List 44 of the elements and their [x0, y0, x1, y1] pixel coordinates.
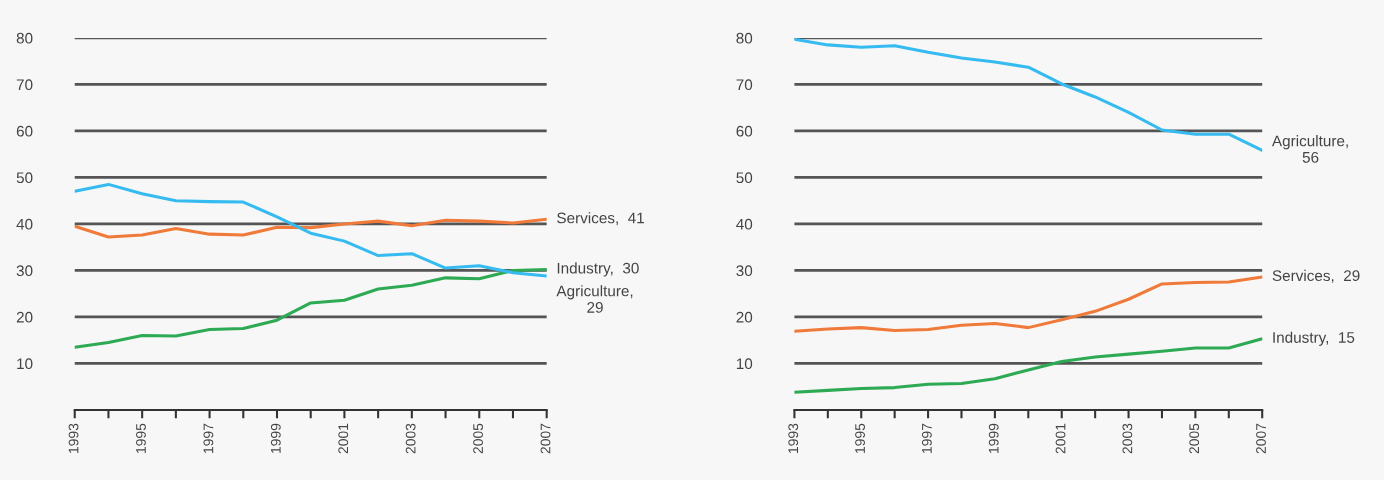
y-tick-label: 50	[16, 172, 33, 184]
y-tick-label: 30	[16, 265, 33, 277]
y-tick-label: 80	[16, 32, 33, 44]
text: Services, 41	[557, 212, 644, 226]
x-tick-label: 2005	[473, 423, 483, 454]
text: Agriculture, 56	[1271, 135, 1348, 163]
x-tick-label: 1995	[855, 423, 865, 453]
text: Industry, 15	[1273, 331, 1355, 346]
x-tick-label: 2007	[540, 423, 551, 454]
text: Industry, 30	[557, 262, 639, 277]
x-tick-label: 1997	[203, 423, 214, 453]
y-tick-label: 20	[16, 311, 33, 323]
x-tick-label: 1995	[136, 423, 146, 453]
y-tick-label: 60	[736, 125, 753, 137]
x-tick-label: 1997	[921, 423, 932, 453]
y-tick-label: 10	[17, 358, 33, 370]
line-series	[794, 37, 1263, 152]
line-series	[794, 275, 1263, 333]
text: Services, 29	[1272, 269, 1360, 283]
y-tick-label: 40	[16, 218, 33, 230]
x-tick-label: 2001	[338, 423, 349, 454]
y-tick-label: 80	[736, 32, 753, 44]
y-tick-label: 70	[16, 79, 33, 91]
x-tick-label: 1999	[270, 423, 281, 453]
line-series	[74, 217, 547, 239]
y-tick-label: 20	[736, 311, 753, 323]
text: Agriculture, 29	[556, 285, 633, 313]
x-tick-label: 1993	[68, 423, 79, 453]
y-tick-label: 50	[736, 172, 753, 184]
line-series	[74, 267, 547, 349]
y-tick-label: 70	[736, 79, 753, 91]
line-series	[74, 182, 547, 278]
y-tick-label: 40	[736, 218, 753, 230]
y-tick-label: 10	[736, 358, 753, 370]
x-tick-label: 2007	[1256, 423, 1266, 454]
x-tick-label: 2003	[1122, 423, 1133, 454]
x-tick-label: 1993	[788, 423, 799, 453]
x-tick-label: 2005	[1189, 423, 1200, 454]
y-tick-label: 30	[736, 265, 753, 277]
x-tick-label: 1999	[988, 423, 999, 453]
line-series	[794, 337, 1263, 394]
x-tick-label: 2003	[405, 423, 416, 454]
x-tick-label: 2001	[1055, 423, 1066, 454]
y-tick-label: 60	[16, 125, 33, 137]
